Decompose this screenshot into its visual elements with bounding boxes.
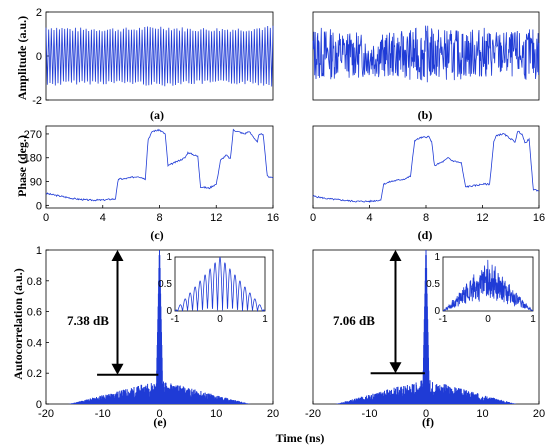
series-line-b: [312, 25, 540, 83]
y-tick-label: 90: [30, 177, 42, 189]
arrow-head-down: [389, 362, 402, 374]
panel-label-f: (f): [422, 415, 434, 429]
inset-y-tick-label: 0: [434, 306, 440, 317]
annotation-f-db: 7.06 dB: [333, 313, 375, 328]
y-tick-label: 0.2: [27, 368, 42, 380]
inset-y-tick-label: 0: [166, 306, 172, 317]
arrow-head-up: [389, 250, 402, 261]
panel-label-d: (d): [418, 228, 433, 242]
panel-label-a: (a): [150, 108, 164, 122]
x-tick-label: 12: [210, 212, 222, 224]
time-xlabel: Time (ns): [276, 431, 325, 445]
y-tick-label: 0.4: [27, 337, 42, 349]
panel-label-e: (e): [153, 415, 166, 429]
inset-trace-e: [174, 256, 266, 313]
panel-label-b: (b): [418, 108, 433, 122]
y-tick-label: 0.8: [27, 276, 42, 288]
x-tick-label: -20: [38, 408, 54, 420]
annotation-e-db: 7.38 dB: [67, 313, 109, 328]
x-tick-label: -10: [362, 408, 378, 420]
x-tick-label: -20: [305, 408, 321, 420]
arrow-head-up: [111, 250, 124, 261]
x-tick-label: 0: [156, 408, 162, 420]
inset-y-tick-label: 1: [434, 252, 440, 263]
x-tick-label: 20: [267, 408, 279, 420]
inset-x-tick-label: 0: [217, 314, 223, 325]
autocorrelation-trace-f: [335, 250, 517, 404]
inset-x-tick-label: -1: [171, 314, 180, 325]
x-tick-label: -10: [95, 408, 111, 420]
x-tick-label: 8: [156, 212, 162, 224]
x-tick-label: 20: [533, 408, 545, 420]
y-tick-label: 270: [24, 129, 42, 141]
x-tick-label: 0: [423, 408, 429, 420]
x-tick-label: 12: [476, 212, 488, 224]
y-tick-label: 180: [24, 153, 42, 165]
autocorrelation-trace-e: [68, 250, 251, 404]
arrow-head-down: [111, 363, 124, 375]
x-tick-label: 0: [310, 212, 316, 224]
inset-y-tick-label: 0.5: [158, 279, 172, 290]
y-tick-label: 1: [36, 245, 42, 257]
x-tick-label: 10: [476, 408, 488, 420]
y-tick-label: 0.6: [27, 307, 42, 319]
inset-x-tick-label: -1: [439, 314, 448, 325]
y-tick-label: 2: [36, 7, 42, 19]
inset-x-tick-label: 1: [262, 314, 268, 325]
y-tick-label: 0: [36, 51, 42, 63]
y-tick-label: 0: [36, 200, 42, 212]
panel-frame-d: [312, 125, 540, 209]
x-tick-label: 8: [423, 212, 429, 224]
x-tick-label: 16: [533, 212, 545, 224]
inset-y-tick-label: 1: [166, 252, 172, 263]
amplitude-ylabel: Amplitude (a.u.): [15, 16, 29, 100]
x-tick-label: 4: [100, 212, 106, 224]
panel-frame-c: [45, 125, 274, 209]
inset-frame-e: [174, 256, 266, 312]
panel-label-c: (c): [150, 228, 163, 242]
x-tick-label: 10: [210, 408, 222, 420]
x-tick-label: 4: [366, 212, 372, 224]
series-line-c: [45, 128, 274, 202]
y-tick-label: -2: [32, 95, 42, 107]
inset-trace-f: [442, 259, 534, 312]
series-line-d: [312, 130, 540, 203]
series-line-a: [45, 25, 274, 87]
autocorr-ylabel: Autocorrelation (a.u.): [11, 268, 25, 379]
inset-x-tick-label: 0: [485, 314, 491, 325]
x-tick-label: 0: [43, 212, 49, 224]
phase-ylabel: Phase (deg.): [15, 135, 29, 197]
inset-x-tick-label: 1: [530, 314, 536, 325]
y-tick-label: 0: [36, 399, 42, 411]
x-tick-label: 16: [267, 212, 279, 224]
inset-y-tick-label: 0.5: [426, 279, 440, 290]
